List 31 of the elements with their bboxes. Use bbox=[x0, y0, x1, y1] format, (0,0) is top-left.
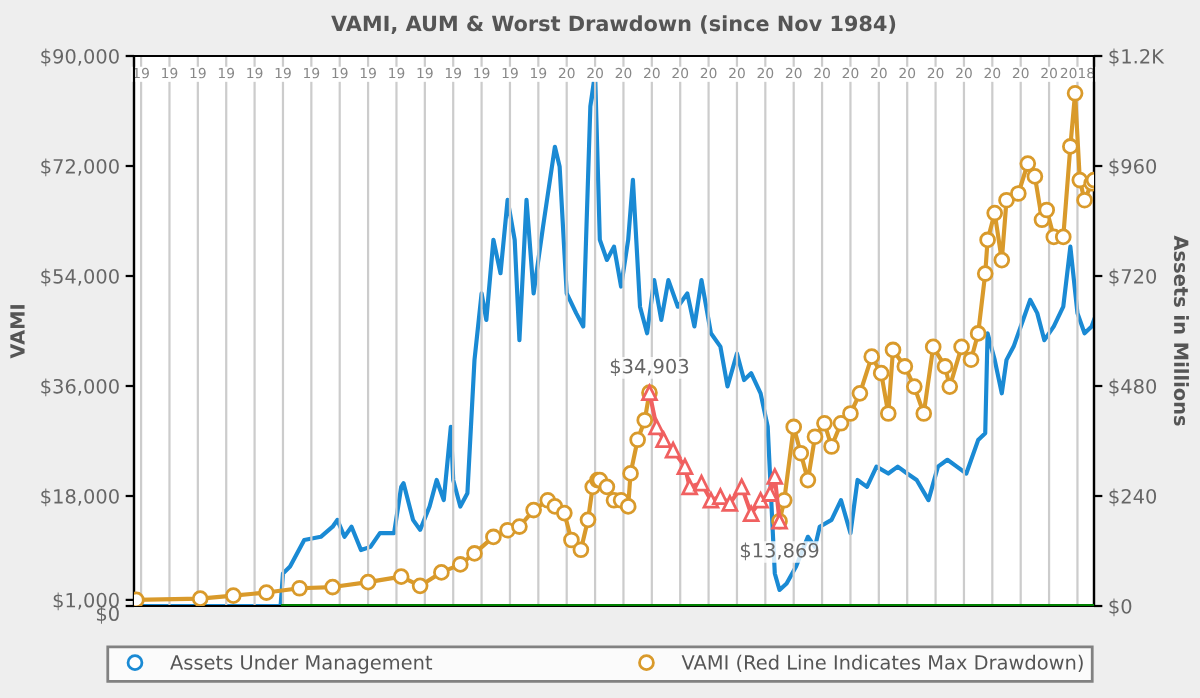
y-tick-label: $36,000 bbox=[41, 378, 119, 397]
point bbox=[721, 495, 739, 512]
y2-axis-title: Assets in Millions bbox=[1173, 235, 1189, 426]
y-tick-label: $54,000 bbox=[41, 268, 119, 287]
y2-tick-label: $480 bbox=[1109, 378, 1157, 397]
y2-tick-label: $240 bbox=[1109, 488, 1157, 507]
legend-label: Assets Under Management bbox=[170, 654, 433, 674]
point bbox=[648, 418, 665, 436]
y-tick-label: $0 bbox=[96, 606, 119, 624]
y2-tick-label: $960 bbox=[1109, 158, 1157, 177]
point bbox=[655, 431, 672, 449]
annotation: $34,903 bbox=[610, 358, 689, 377]
chart-title: VAMI, AUM & Worst Drawdown (since Nov 1984) bbox=[331, 15, 896, 34]
point bbox=[676, 458, 694, 475]
y-tick-label: $1,000 bbox=[53, 592, 119, 611]
point bbox=[664, 441, 682, 459]
y-tick-label: $18,000 bbox=[41, 488, 119, 507]
y-axis-title: VAMI bbox=[10, 305, 25, 359]
legend-label: VAMI (Red Line Indicates Max Drawdown) bbox=[681, 654, 1083, 673]
y2-tick-label: $0 bbox=[1109, 598, 1132, 617]
y-tick-label: $90,000 bbox=[41, 48, 119, 67]
point bbox=[681, 478, 698, 496]
y2-tick-label: $720 bbox=[1109, 268, 1157, 287]
point bbox=[712, 488, 729, 505]
point bbox=[742, 505, 760, 523]
point bbox=[766, 468, 784, 485]
annotation: $13,869 bbox=[740, 542, 819, 561]
point bbox=[733, 478, 751, 496]
y2-tick-label: $1.2K bbox=[1109, 48, 1165, 67]
point bbox=[693, 474, 710, 492]
y-tick-label: $72,000 bbox=[41, 158, 119, 177]
